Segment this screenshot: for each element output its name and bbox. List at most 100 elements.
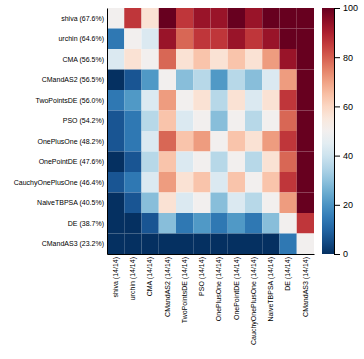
tick-mark (334, 57, 340, 58)
heatmap-cell (262, 131, 279, 152)
heatmap-cell (280, 90, 297, 111)
tick-label: CMA (14/14) (146, 257, 154, 296)
heatmap-cell (297, 90, 314, 111)
heatmap-cell (262, 152, 279, 173)
heatmap-cell (245, 131, 262, 152)
heatmap-cell (124, 234, 141, 255)
tick-label: 40 (343, 151, 353, 161)
tick-mark (334, 8, 340, 9)
heatmap-cell (159, 193, 176, 214)
tick: DE (38.7%) (68, 219, 104, 227)
tick-label: CMA (56.5%) (62, 55, 104, 63)
tick-label: shiva (67.6%) (61, 14, 104, 22)
heatmap-cell (228, 111, 245, 132)
tick: OnePointDE (47.6%) (39, 158, 104, 166)
heatmap-cell (262, 90, 279, 111)
colorbar-gradient (322, 8, 334, 254)
chart: shiva (67.6%) urchin (64.6%) CMA (56.5%) CM… (0, 0, 364, 359)
heatmap-cell (297, 193, 314, 214)
heatmap-cell (228, 70, 245, 91)
tick-label: 0 (343, 249, 348, 259)
heatmap-cell (245, 172, 262, 193)
tick: PSO (14/14) (198, 257, 206, 296)
tick: OnePlusOne (48.2%) (37, 137, 104, 145)
heatmap-cell (228, 234, 245, 255)
heatmap-cell (176, 152, 193, 173)
heatmap-cell (245, 152, 262, 173)
heatmap-cell (159, 131, 176, 152)
tick-label: TwoPointsDE (56.0%) (36, 96, 104, 104)
heatmap-cell (176, 234, 193, 255)
heatmap-cell (211, 193, 228, 214)
heatmap-cell (176, 90, 193, 111)
y-axis: shiva (67.6%) urchin (64.6%) CMA (56.5%) CM… (14, 9, 108, 255)
heatmap-cell (262, 70, 279, 91)
tick: OnePointDE (14/14) (233, 257, 241, 320)
heatmap-cell (262, 49, 279, 70)
heatmap-cell (245, 49, 262, 70)
tick: NaiveTBPSA (14/14) (267, 257, 275, 322)
tick: shiva (67.6%) (61, 14, 104, 22)
heatmap-cell (107, 90, 124, 111)
heatmap-cell (124, 90, 141, 111)
heatmap-cell (228, 213, 245, 234)
heatmap-cell (297, 213, 314, 234)
heatmap-cell (124, 193, 141, 214)
tick: 80 (334, 53, 353, 63)
heatmap-cell (176, 172, 193, 193)
heatmap-cell (124, 70, 141, 91)
tick-label: DE (38.7%) (68, 219, 104, 227)
axis-line (335, 9, 341, 255)
heatmap-cell (211, 29, 228, 50)
tick-mark (334, 205, 340, 206)
heatmap-cell (159, 29, 176, 50)
heatmap-cell (176, 8, 193, 29)
heatmap-cell (124, 8, 141, 29)
tick: CMandAS2 (56.5%) (42, 76, 104, 84)
tick: urchin (14/14) (129, 257, 137, 300)
heatmap-cell (159, 70, 176, 91)
tick-label: CMandAS3 (23.2%) (42, 240, 104, 248)
heatmap-cell (124, 111, 141, 132)
heatmap-cell (211, 131, 228, 152)
heatmap-cell (280, 152, 297, 173)
heatmap-cell (297, 152, 314, 173)
tick: CMandAS2 (14/14) (164, 257, 172, 317)
heatmap-cell (142, 131, 159, 152)
tick-label: 100 (343, 3, 358, 13)
heatmap-cell (211, 49, 228, 70)
heatmap-cell (297, 172, 314, 193)
heatmap-cell (176, 111, 193, 132)
heatmap-cell (142, 70, 159, 91)
heatmap-cell (262, 234, 279, 255)
tick-label: urchin (64.6%) (58, 35, 104, 43)
heatmap-cell (262, 213, 279, 234)
heatmap-cell (107, 193, 124, 214)
heatmap-cell (176, 49, 193, 70)
heatmap-cell (193, 172, 210, 193)
heatmap-cell (228, 90, 245, 111)
heatmap-cell (297, 29, 314, 50)
tick-label: TwoPointsDE (14/14) (181, 257, 189, 323)
tick: DE (14/14) (284, 257, 292, 291)
tick: TwoPointsDE (56.0%) (36, 96, 104, 104)
heatmap-cell (211, 172, 228, 193)
heatmap-cell (159, 213, 176, 234)
tick: TwoPointsDE (14/14) (181, 257, 189, 323)
heatmap-cell (176, 131, 193, 152)
heatmap-cell (107, 152, 124, 173)
tick: 20 (334, 200, 353, 210)
tick: CMandAS3 (23.2%) (42, 240, 104, 248)
heatmap-cell (193, 193, 210, 214)
tick-label: urchin (14/14) (129, 257, 137, 300)
tick-label: CauchyOnePlusOne (46.4%) (14, 178, 104, 186)
heatmap-cell (107, 8, 124, 29)
tick: CMA (56.5%) (62, 55, 104, 63)
heatmap-cell (245, 8, 262, 29)
tick-label: OnePointDE (14/14) (233, 257, 241, 320)
heatmap-cell (142, 49, 159, 70)
heatmap-cell (193, 49, 210, 70)
heatmap-cell (297, 111, 314, 132)
heatmap-cell (142, 234, 159, 255)
heatmap-cell (211, 213, 228, 234)
